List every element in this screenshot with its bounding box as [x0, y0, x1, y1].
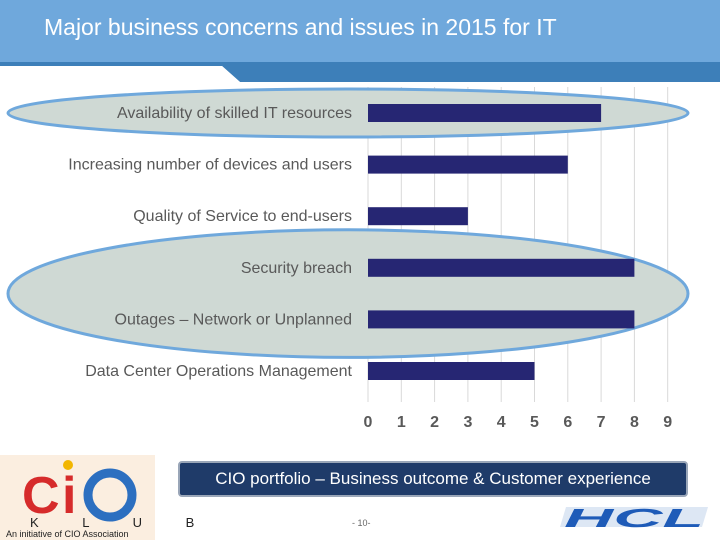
bar — [368, 155, 568, 174]
x-tick-label: 6 — [563, 414, 572, 431]
page-number: - 10- — [352, 518, 371, 528]
header-bar: Major business concerns and issues in 20… — [0, 0, 720, 62]
hcl-logo: HCL — [560, 505, 708, 531]
bar — [368, 362, 535, 380]
category-label: Availability of skilled IT resources — [117, 105, 352, 122]
bar — [368, 104, 602, 122]
x-axis-ticks: 0 1 2 3 4 5 6 7 8 9 — [364, 414, 673, 431]
bar-chart: Availability of skilled IT resources Incr… — [6, 87, 690, 431]
svg-text:HCL: HCL — [564, 505, 704, 531]
klub-text: K L U B — [30, 515, 215, 530]
x-tick-label: 4 — [497, 414, 506, 431]
x-tick-label: 5 — [530, 414, 539, 431]
category-label: Quality of Service to end-users — [133, 208, 352, 225]
cio-klub-logo: C i K L U B An initiative of CIO Associa… — [0, 455, 194, 540]
x-tick-label: 2 — [430, 414, 439, 431]
svg-text:i: i — [62, 467, 76, 525]
cio-tagline: An initiative of CIO Association — [6, 529, 129, 539]
x-tick-label: 7 — [597, 414, 606, 431]
x-tick-label: 9 — [663, 414, 672, 431]
category-label: Increasing number of devices and users — [68, 157, 352, 174]
highlight-ellipse — [6, 87, 690, 139]
bar — [368, 207, 468, 226]
bar — [368, 258, 635, 277]
category-label: Outages – Network or Unplanned — [115, 311, 352, 328]
slide-title: Major business concerns and issues in 20… — [44, 14, 557, 40]
x-tick-label: 0 — [364, 414, 373, 431]
header-accent-band — [0, 62, 720, 82]
highlight-ellipse — [6, 228, 690, 359]
category-label: Security breach — [241, 260, 352, 277]
bars — [368, 104, 635, 380]
bar — [368, 310, 635, 329]
x-tick-label: 8 — [630, 414, 639, 431]
svg-text:C: C — [22, 467, 60, 525]
portfolio-banner: CIO portfolio – Business outcome & Custo… — [178, 461, 688, 497]
category-labels: Availability of skilled IT resources Incr… — [68, 105, 352, 380]
cio-logo-graphic: C i — [22, 460, 137, 525]
category-label: Data Center Operations Management — [85, 363, 352, 380]
x-tick-label: 1 — [397, 414, 406, 431]
x-tick-label: 3 — [463, 414, 472, 431]
